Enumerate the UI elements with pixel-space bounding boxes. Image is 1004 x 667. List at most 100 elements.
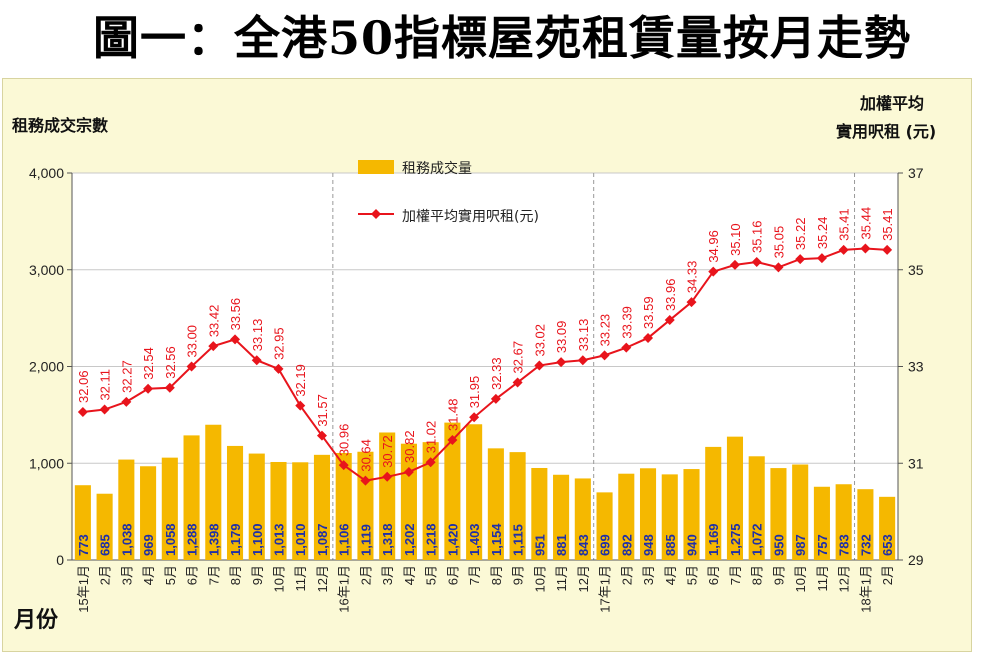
rent-value-label: 32.27 [119, 360, 134, 393]
bar [226, 445, 244, 560]
bar [313, 454, 331, 560]
x-tick-label: 7月 [467, 565, 482, 585]
bar [444, 422, 461, 560]
left-tick-label: 3,000 [29, 262, 64, 278]
rent-point [838, 244, 849, 255]
right-tick-label: 33 [908, 359, 924, 375]
bar-value-label: 948 [641, 534, 656, 556]
rent-value-label: 31.57 [315, 394, 330, 427]
bar-value-label: 1,072 [750, 523, 765, 556]
rent-value-label: 33.09 [554, 321, 569, 354]
bar-value-label: 1,403 [467, 523, 482, 556]
rent-point [251, 355, 262, 366]
rent-point [99, 404, 110, 415]
rent-value-label: 33.59 [641, 296, 656, 329]
bar-value-label: 699 [598, 534, 613, 556]
x-tick-label: 2月 [880, 565, 895, 585]
rent-point [882, 244, 893, 255]
rent-point [512, 377, 523, 388]
rent-value-label: 33.13 [576, 319, 591, 352]
bar-value-label: 685 [98, 534, 113, 556]
bar [205, 424, 222, 560]
bar-value-label: 1,010 [293, 523, 308, 556]
bar [574, 478, 591, 560]
x-tick-label: 17年1月 [598, 565, 613, 613]
rent-value-label: 33.42 [206, 305, 221, 338]
bar-value-label: 1,202 [402, 523, 417, 556]
right-axis-label-line2: 實用呎租 (元) [836, 122, 937, 141]
bar [487, 448, 504, 560]
bar [270, 461, 287, 560]
rent-value-label: 33.39 [619, 306, 634, 339]
bar-value-label: 1,115 [511, 524, 526, 556]
x-tick-label: 5月 [424, 565, 439, 585]
x-tick-label: 9月 [511, 565, 526, 585]
bar-value-label: 757 [815, 534, 830, 556]
x-tick-label: 9月 [250, 565, 265, 585]
bar-value-label: 1,058 [163, 523, 178, 556]
bar-value-label: 1,013 [272, 523, 287, 556]
bar [618, 473, 635, 560]
rent-point [795, 254, 806, 265]
rent-value-label: 30.82 [402, 430, 417, 463]
bar-value-label: 987 [793, 534, 808, 556]
right-tick-label: 31 [908, 455, 924, 471]
rent-value-label: 32.54 [141, 347, 156, 380]
rent-value-label: 33.02 [532, 324, 547, 357]
rent-point [773, 262, 784, 273]
bar-value-label: 1,318 [380, 523, 395, 556]
rent-value-label: 33.23 [598, 314, 613, 347]
rent-value-label: 35.44 [858, 207, 873, 240]
x-tick-label: 6月 [445, 565, 460, 585]
bar [292, 462, 309, 560]
right-tick-label: 37 [908, 165, 924, 181]
x-tick-label: 3月 [119, 565, 134, 585]
rent-point [316, 430, 327, 441]
bar [335, 452, 352, 560]
x-tick-label: 11月 [815, 565, 830, 592]
rent-value-label: 35.05 [771, 226, 786, 259]
x-tick-label: 4月 [663, 565, 678, 585]
bar [661, 474, 678, 560]
rent-value-label: 30.96 [337, 424, 352, 457]
x-tick-label: 8月 [228, 565, 243, 585]
x-tick-label: 2月 [98, 565, 113, 585]
rent-value-label: 32.11 [98, 369, 113, 401]
rent-point [273, 363, 284, 374]
rent-value-label: 35.41 [837, 208, 852, 241]
rent-point [664, 315, 675, 326]
bar-value-label: 843 [576, 534, 591, 556]
rent-point [447, 435, 458, 446]
right-axis-label-line1: 加權平均 [860, 94, 925, 113]
x-tick-label: 8月 [750, 565, 765, 585]
rent-value-label: 35.16 [750, 220, 765, 253]
bar [74, 485, 91, 560]
rent-point [469, 412, 480, 423]
x-tick-label: 7月 [728, 565, 743, 585]
rent-point [534, 360, 545, 371]
x-tick-label: 2月 [619, 565, 634, 585]
chart-title: 圖一：全港50指標屋苑租賃量按月走勢 [92, 11, 911, 65]
rent-value-label: 30.64 [358, 439, 373, 472]
rent-point [186, 361, 197, 372]
bar [161, 457, 178, 560]
x-tick-label: 10月 [532, 565, 547, 592]
legend-bar-swatch [358, 160, 394, 174]
bar [835, 484, 852, 560]
bar [705, 446, 722, 560]
bar [96, 493, 113, 560]
bar [748, 456, 765, 560]
bar [509, 452, 526, 560]
bar-value-label: 653 [880, 534, 895, 556]
x-tick-label: 12月 [837, 565, 852, 592]
left-tick-label: 4,000 [29, 165, 64, 181]
rent-point [708, 266, 719, 277]
rent-point [382, 471, 393, 482]
x-tick-label: 6月 [706, 565, 721, 585]
rent-point [164, 382, 175, 393]
rent-value-label: 32.06 [76, 370, 91, 403]
bar-value-label: 1,398 [206, 523, 221, 556]
rent-value-label: 32.33 [489, 357, 504, 390]
rent-point [230, 334, 241, 345]
